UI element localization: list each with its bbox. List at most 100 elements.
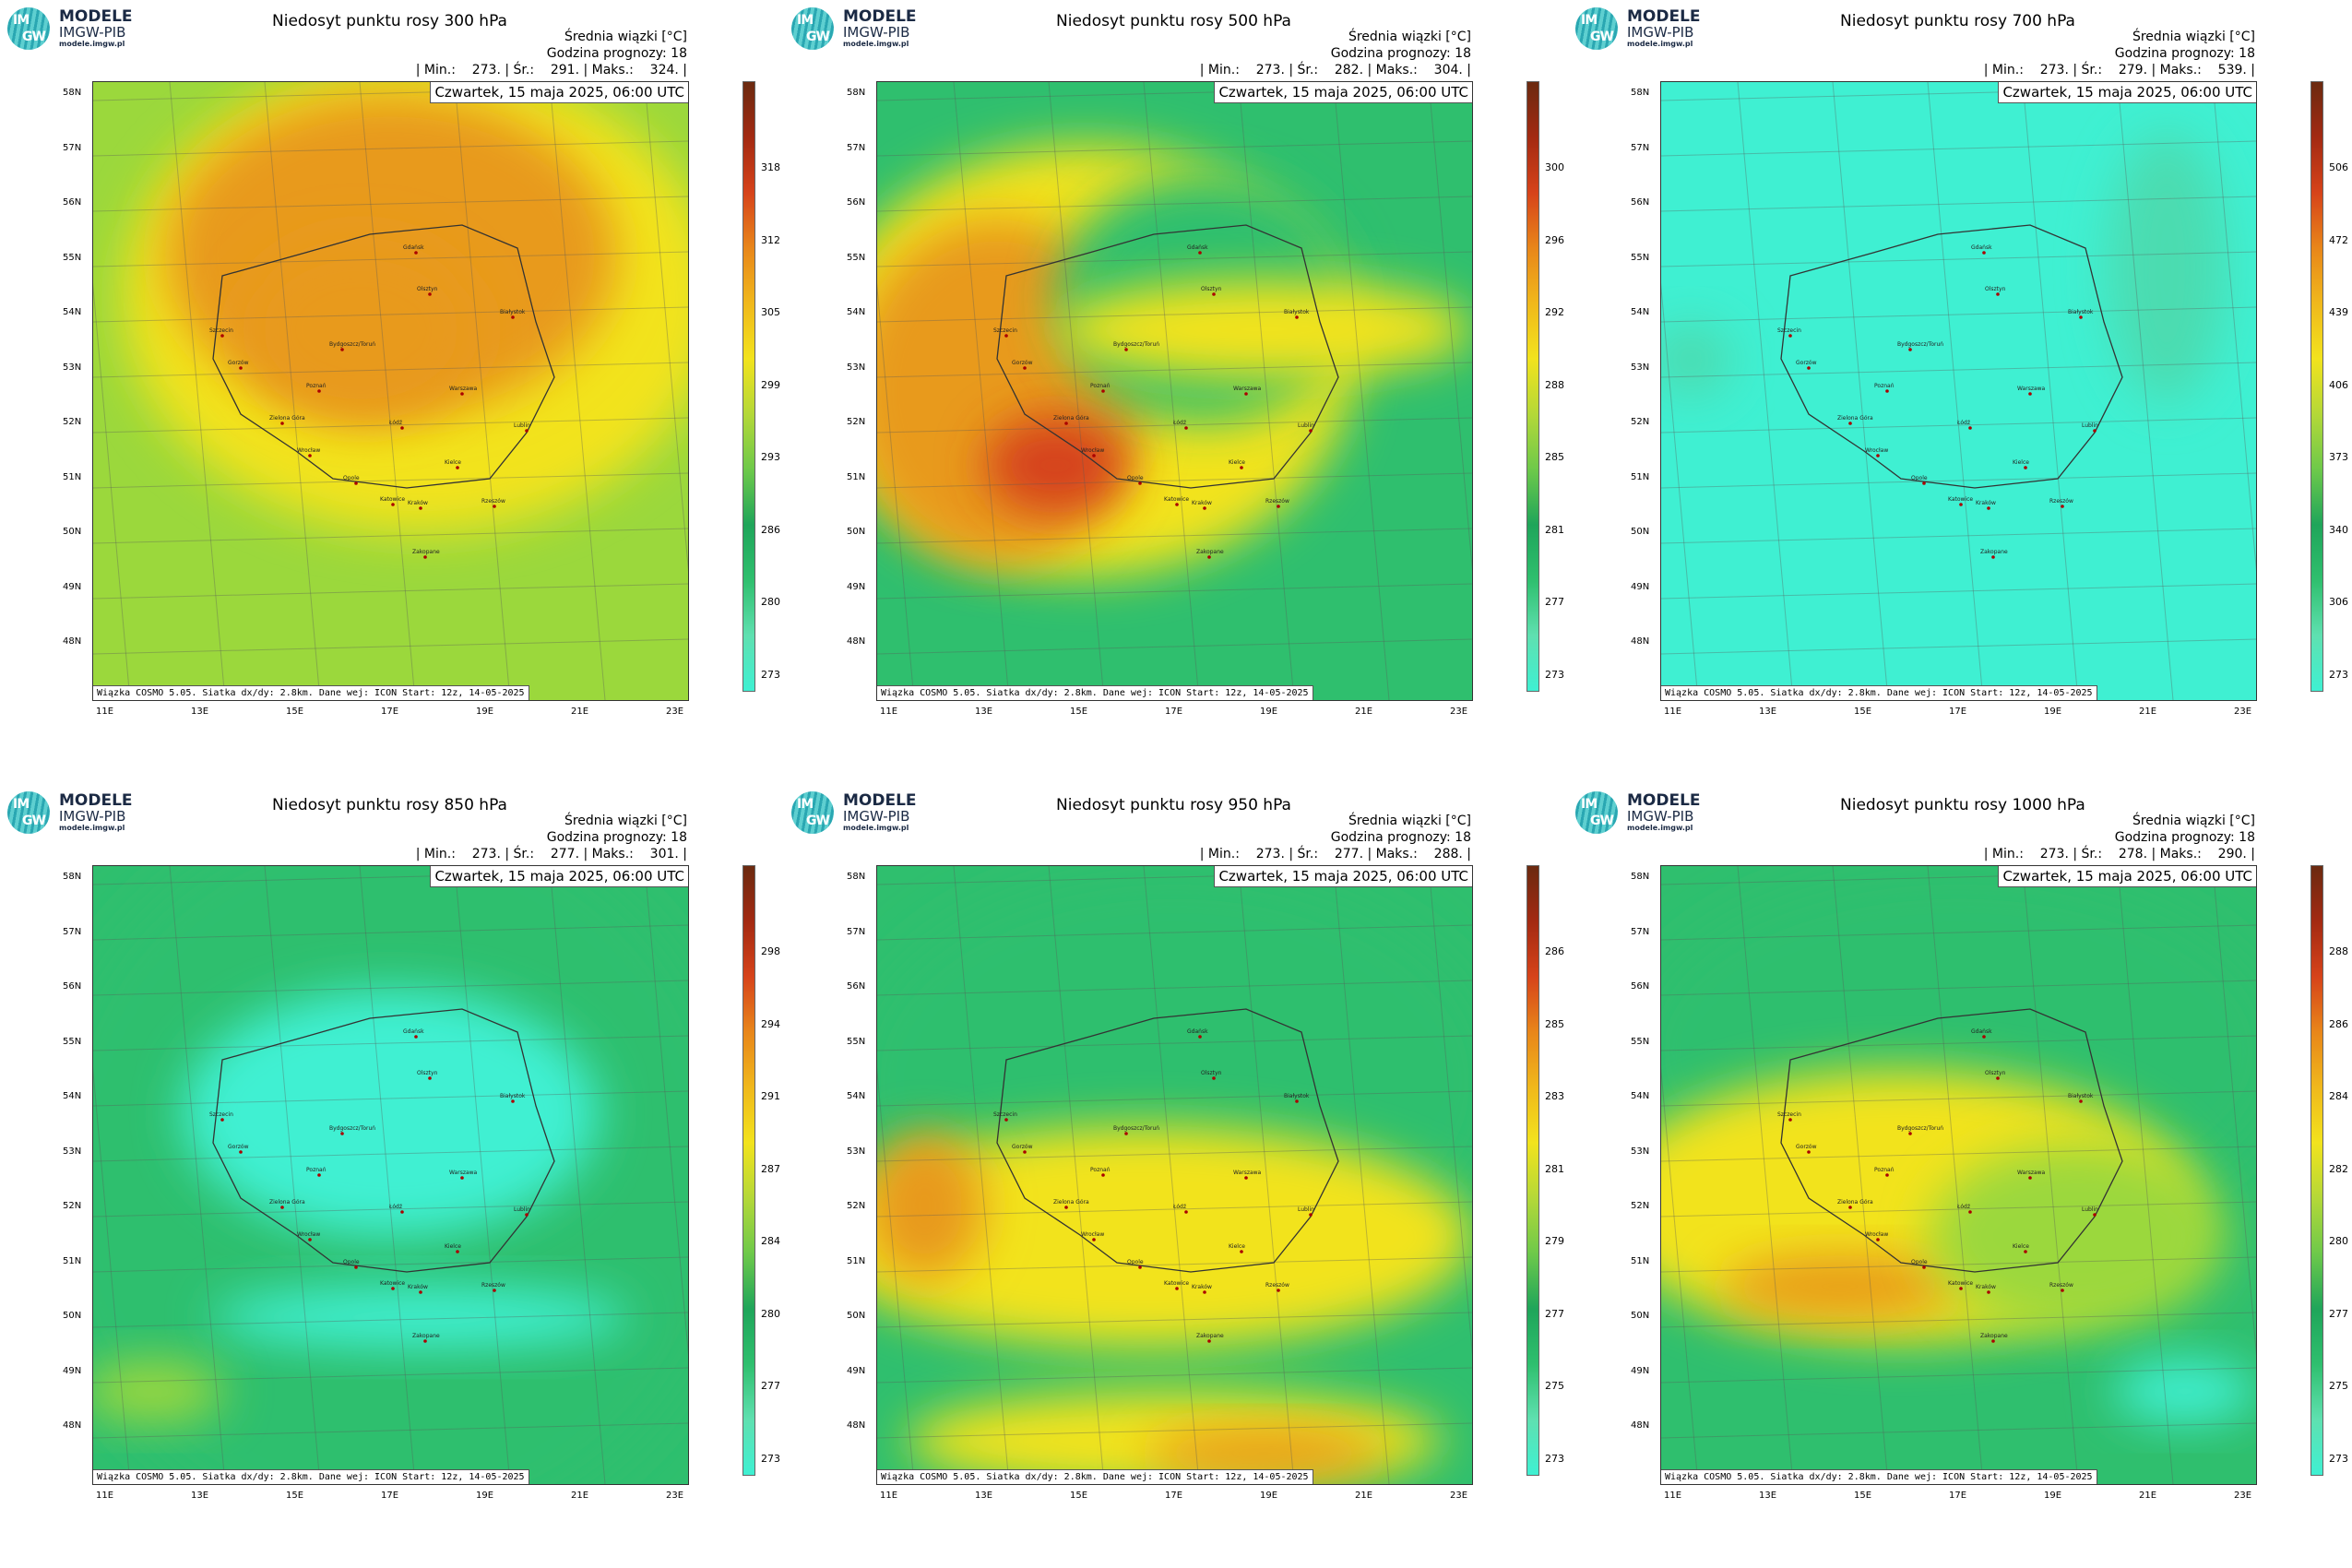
stats-line: | Min.: 273. | Śr.: 282. | Maks.: 304. | bbox=[1199, 63, 1471, 77]
city-marker bbox=[1175, 1287, 1179, 1290]
date-label: Czwartek, 15 maja 2025, 06:00 UTC bbox=[430, 866, 688, 887]
colorbar-tick-label: 273 bbox=[761, 1452, 780, 1465]
model-credit: Wiązka COSMO 5.05. Siatka dx/dy: 2.8km. … bbox=[1661, 685, 2097, 700]
colorbar-tick-label: 305 bbox=[761, 306, 780, 318]
latitude-line bbox=[93, 306, 688, 323]
longitude-line bbox=[2117, 82, 2174, 700]
colorbar-tick-label: 291 bbox=[761, 1090, 780, 1102]
city-marker bbox=[340, 348, 344, 351]
city-marker bbox=[2024, 466, 2027, 469]
longitude-tick-label: 23E bbox=[1450, 1491, 1468, 1501]
colorbar-tick-label: 273 bbox=[2329, 668, 2348, 681]
latitude-tick-label: 55N bbox=[1631, 1036, 1650, 1047]
city-label: Warszawa bbox=[449, 386, 478, 392]
city-marker bbox=[1124, 1132, 1128, 1135]
latitude-tick-label: 56N bbox=[847, 981, 866, 992]
latitude-tick-label: 49N bbox=[1631, 1365, 1650, 1376]
latitude-line bbox=[93, 583, 688, 600]
city-label: Bydgoszcz/Toruń bbox=[1897, 1125, 1943, 1132]
longitude-line bbox=[169, 866, 226, 1484]
colorbar bbox=[2310, 865, 2323, 1476]
city-label: Warszawa bbox=[2017, 386, 2046, 392]
city-marker bbox=[1184, 426, 1188, 430]
latitude-line bbox=[93, 980, 688, 996]
city-label: Katowice bbox=[1164, 496, 1189, 503]
city-marker bbox=[423, 555, 427, 559]
city-label: Lublin bbox=[514, 422, 530, 429]
city-label: Bydgoszcz/Toruń bbox=[329, 1125, 375, 1132]
logo-url: modele.imgw.pl bbox=[59, 824, 125, 832]
city-label: Rzeszów bbox=[1265, 498, 1289, 505]
forecast-hour-label: Godzina prognozy: 18 bbox=[1330, 830, 1471, 845]
city-marker bbox=[1922, 1265, 1926, 1269]
city-marker bbox=[428, 292, 432, 296]
city-marker bbox=[1277, 505, 1280, 508]
city-marker bbox=[1991, 555, 1995, 559]
longitude-tick-label: 19E bbox=[2044, 707, 2062, 717]
latitude-tick-label: 54N bbox=[63, 307, 82, 317]
city-marker bbox=[1908, 1132, 1912, 1135]
longitude-line bbox=[454, 82, 511, 700]
city-marker bbox=[525, 429, 529, 433]
field-region bbox=[1055, 279, 1472, 379]
city-marker bbox=[1203, 506, 1206, 510]
colorbar-tick-label: 285 bbox=[1545, 451, 1564, 463]
latitude-tick-label: 48N bbox=[1631, 636, 1650, 647]
latitude-tick-label: 58N bbox=[1631, 872, 1650, 882]
city-marker bbox=[391, 503, 395, 506]
latitude-tick-label: 58N bbox=[847, 88, 866, 98]
city-marker bbox=[2061, 505, 2064, 508]
latitude-tick-label: 53N bbox=[1631, 1146, 1650, 1157]
latitude-line bbox=[1661, 251, 2256, 267]
city-label: Gorzów bbox=[1796, 1144, 1817, 1150]
longitude-line bbox=[93, 282, 131, 700]
latitude-line bbox=[93, 1422, 688, 1439]
logo-mark: IM GW bbox=[791, 791, 834, 834]
city-marker bbox=[1959, 1287, 1963, 1290]
logo-url: modele.imgw.pl bbox=[843, 824, 909, 832]
longitude-tick-label: 17E bbox=[1949, 1491, 1967, 1501]
logo-mark-top: IM bbox=[1581, 13, 1598, 28]
city-label: Wrocław bbox=[297, 1231, 320, 1238]
city-label: Kielce bbox=[445, 459, 461, 466]
longitude-tick-label: 11E bbox=[1664, 1491, 1682, 1501]
city-label: Olsztyn bbox=[1985, 286, 2006, 292]
latitude-line bbox=[1661, 1090, 2256, 1107]
city-label: Wrocław bbox=[1081, 1231, 1104, 1238]
colorbar-tick-label: 285 bbox=[1545, 1017, 1564, 1030]
city-label: Gdańsk bbox=[403, 1028, 424, 1035]
latitude-tick-label: 57N bbox=[1631, 926, 1650, 937]
logo-mark-top: IM bbox=[797, 13, 814, 28]
latitude-line bbox=[1661, 140, 2256, 157]
poland-border bbox=[212, 224, 555, 489]
colorbar-tick-label: 406 bbox=[2329, 378, 2348, 391]
field-region bbox=[1929, 1144, 2227, 1330]
forecast-hour-label: Godzina prognozy: 18 bbox=[2114, 830, 2255, 845]
city-label: Łódź bbox=[388, 420, 402, 426]
latitude-tick-label: 49N bbox=[847, 581, 866, 592]
longitude-tick-label: 11E bbox=[96, 1491, 114, 1501]
city-marker bbox=[1959, 503, 1963, 506]
city-label: Rzeszów bbox=[2049, 498, 2073, 505]
longitude-line bbox=[2212, 82, 2256, 572]
latitude-line bbox=[1661, 1367, 2256, 1384]
chart-panel: IM GW MODELE IMGW-PIB modele.imgw.pl Niedosyt… bbox=[1568, 784, 2352, 1568]
latitude-line bbox=[93, 196, 688, 212]
city-label: Kielce bbox=[1229, 1243, 1245, 1250]
city-label: Katowice bbox=[1948, 496, 1973, 503]
city-label: Zielona Góra bbox=[1837, 415, 1873, 422]
city-marker bbox=[1309, 1213, 1313, 1217]
longitude-line bbox=[1832, 82, 1889, 700]
longitude-line bbox=[1737, 866, 1794, 1484]
latitude-tick-label: 58N bbox=[1631, 88, 1650, 98]
longitude-tick-label: 21E bbox=[2139, 707, 2157, 717]
longitude-line bbox=[1832, 866, 1889, 1484]
city-label: Szczecin bbox=[209, 1111, 233, 1118]
field-region bbox=[242, 236, 481, 422]
city-marker bbox=[1987, 506, 1990, 510]
city-marker bbox=[460, 392, 464, 396]
city-marker bbox=[1101, 1173, 1105, 1177]
city-marker bbox=[317, 389, 321, 393]
city-label: Bydgoszcz/Toruń bbox=[329, 341, 375, 348]
city-label: Kielce bbox=[445, 1243, 461, 1250]
